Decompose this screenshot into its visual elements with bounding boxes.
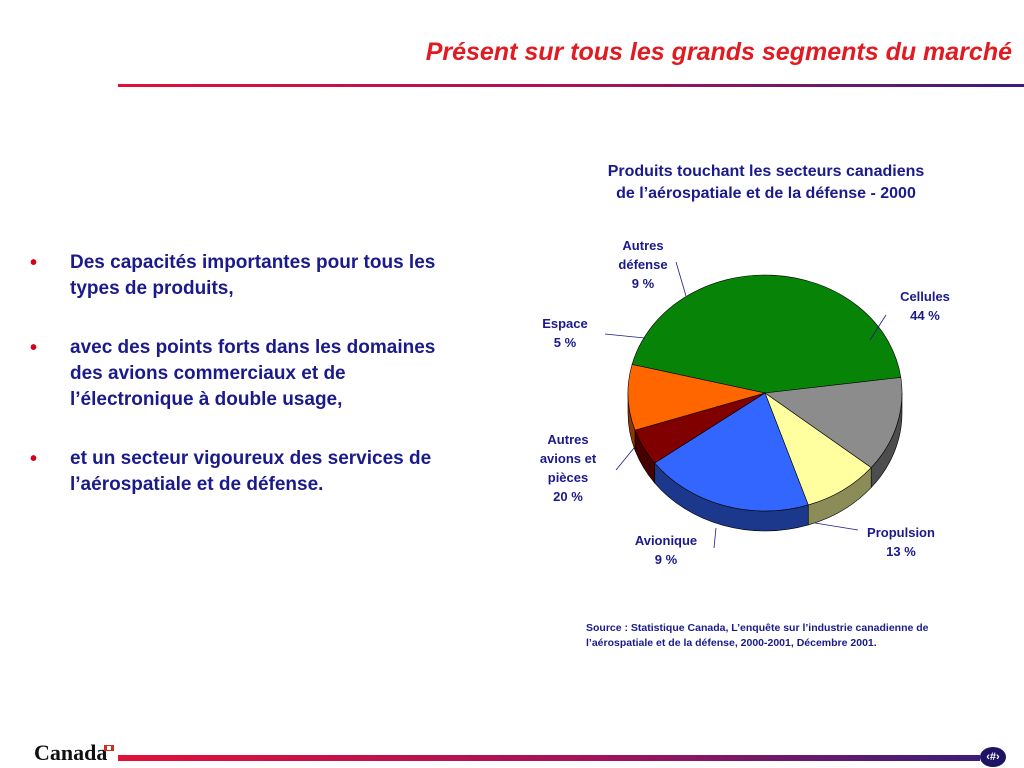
- canada-flag-icon: [104, 745, 114, 751]
- slice-label: Autres défense 9 %: [618, 238, 667, 291]
- bullet-item: • avec des points forts dans les domaine…: [30, 335, 470, 413]
- slice-label-line: Cellules: [900, 289, 950, 304]
- pie-slice: [654, 392, 809, 512]
- bullet-text: et un secteur vigoureux des services de …: [70, 448, 432, 495]
- leader-line: [869, 314, 887, 341]
- slice-label-line: Autres: [547, 432, 588, 447]
- slice-label-line: Autres: [622, 238, 663, 253]
- chart-title-line: Produits touchant les secteurs canadiens: [607, 163, 925, 180]
- leader-line: [713, 527, 717, 549]
- slice-label-line: Avionique: [635, 533, 697, 548]
- leader-line: [615, 447, 635, 471]
- leader-line: [675, 261, 687, 297]
- bullet-item: • et un secteur vigoureux des services d…: [30, 446, 470, 498]
- slice-label: Autres avions et pièces 20 %: [540, 432, 597, 504]
- bullet-icon: •: [30, 337, 38, 359]
- leader-line: [604, 333, 646, 339]
- slice-label: Avionique 9 %: [635, 533, 697, 567]
- slice-label-line: 20 %: [553, 489, 583, 504]
- slice-label-line: 5 %: [554, 335, 577, 350]
- slide-title: Présent sur tous les grands segments du …: [425, 38, 1012, 66]
- slice-label-line: pièces: [548, 470, 588, 485]
- slice-label: Cellules 44 %: [900, 289, 950, 323]
- slice-label: Propulsion 13 %: [867, 525, 935, 559]
- footer-divider: [118, 755, 980, 761]
- canada-wordmark-logo: Canada: [34, 740, 108, 765]
- bullet-icon: •: [30, 448, 38, 470]
- bullet-text: avec des points forts dans les domaines …: [70, 337, 436, 410]
- slice-label-line: défense: [618, 257, 667, 272]
- bullet-list: • Des capacités importantes pour tous le…: [30, 250, 470, 531]
- page-number-badge: ‹#›: [980, 747, 1006, 767]
- chart-title-line: de l’aérospatiale et de la défense - 200…: [616, 185, 916, 202]
- slice-label-line: 9 %: [655, 552, 678, 567]
- bullet-icon: •: [30, 252, 38, 274]
- pie-slice: [764, 377, 903, 468]
- slice-label-line: 9 %: [632, 276, 655, 291]
- bullet-item: • Des capacités importantes pour tous le…: [30, 250, 470, 302]
- chart-title: Produits touchant les secteurs canadiens…: [560, 161, 972, 205]
- leader-line: [814, 522, 859, 531]
- slice-label-line: 44 %: [910, 308, 940, 323]
- slice-label: Espace 5 %: [542, 316, 588, 350]
- slice-label-line: 13 %: [886, 544, 916, 559]
- bullet-text: Des capacités importantes pour tous les …: [70, 252, 436, 299]
- pie-slice: [627, 364, 766, 431]
- slice-label-line: Espace: [542, 316, 588, 331]
- source-note: Source : Statistique Canada, L’enquête s…: [586, 622, 929, 649]
- slice-label-line: avions et: [540, 451, 597, 466]
- slice-label-line: Propulsion: [867, 525, 935, 540]
- title-divider: [118, 84, 1024, 87]
- pie-slice: [631, 274, 902, 394]
